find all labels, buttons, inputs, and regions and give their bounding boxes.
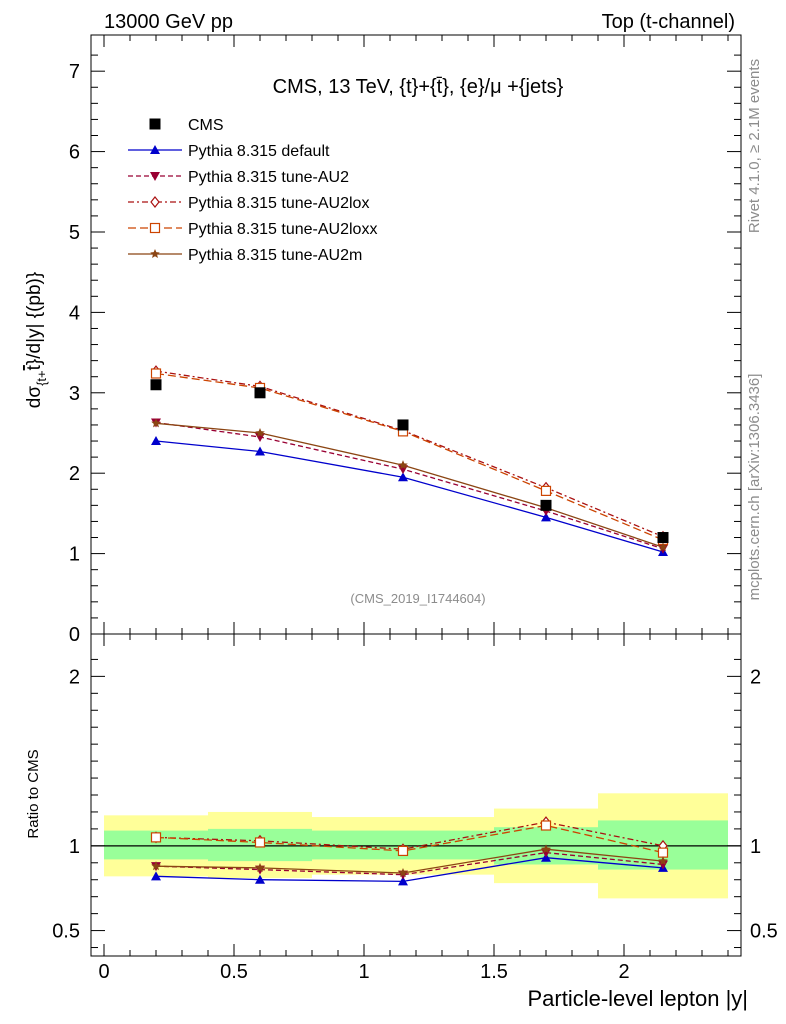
y-tick-label: 7: [69, 61, 80, 83]
chart-title: CMS, 13 TeV, {t}+{t̄}, {e}/μ +{jets}: [273, 76, 564, 98]
data-point: [397, 419, 409, 431]
legend-label-0: Pythia 8.315 default: [188, 143, 330, 160]
legend-label-data: CMS: [188, 117, 224, 134]
legend-label-1: Pythia 8.315 tune-AU2: [188, 169, 349, 186]
mcplots-label: mcplots.cern.ch [arXiv:1306.3436]: [746, 374, 763, 601]
data-point: [150, 379, 162, 391]
ratio-point-4: [255, 862, 265, 872]
ratio-point-3: [540, 820, 552, 831]
y-tick-label: 6: [69, 142, 80, 164]
series-point-3: [540, 485, 552, 496]
data-point: [254, 387, 266, 399]
legend-marker-4: [150, 249, 160, 259]
legend-marker-2: [150, 196, 160, 208]
series-line-0: [155, 440, 664, 553]
legend: CMS Pythia 8.315 default Pythia 8.315 tune…: [128, 117, 377, 264]
legend-label-4: Pythia 8.315 tune-AU2m: [188, 247, 362, 264]
ratio-point-0: [255, 874, 265, 884]
y-tick-label: 0: [69, 624, 80, 646]
series-point-4: [398, 460, 408, 470]
series-line-4: [155, 422, 664, 548]
ratio-point-3: [254, 837, 266, 848]
legend-marker-data: [149, 118, 161, 130]
ratio-point-4: [151, 861, 161, 871]
ratio-point-4: [658, 856, 668, 866]
series-point-0: [151, 436, 161, 446]
y-tick-label: 4: [69, 302, 80, 324]
series-point-0: [398, 472, 408, 482]
legend-marker-1: [150, 172, 160, 181]
series-point-0: [541, 512, 551, 522]
legend-marker-0: [150, 145, 160, 154]
ratio-point-1: [658, 860, 668, 870]
ratio-point-3: [657, 847, 669, 858]
y-tick-label: 5: [69, 222, 80, 244]
legend-label-3: Pythia 8.315 tune-AU2loxx: [188, 221, 377, 238]
ratio-point-1: [541, 848, 551, 858]
legend-label-2: Pythia 8.315 tune-AU2lox: [188, 195, 369, 212]
series-point-4: [255, 427, 265, 438]
x-tick-label: 1: [358, 961, 369, 983]
series-point-4: [151, 418, 161, 428]
ratio-y-tick-label: 0.5: [52, 921, 80, 943]
ratio-point-4: [398, 867, 408, 877]
ratio-axis-label: Ratio to CMS: [25, 749, 42, 838]
series-line-2: [155, 370, 664, 538]
legend-marker-3: [149, 222, 161, 234]
header-left: 13000 GeV pp: [104, 11, 233, 33]
series-point-4: [658, 542, 668, 552]
ratio-y-tick-label-right: 0.5: [750, 921, 778, 943]
ratio-y-tick-label: 1: [69, 836, 80, 858]
data-point: [657, 532, 669, 544]
series-point-0: [255, 446, 265, 456]
x-tick-label: 2: [618, 961, 629, 983]
ratio-point-0: [398, 876, 408, 886]
ratio-series: [150, 816, 669, 886]
ratio-point-4: [541, 844, 551, 854]
y-axis-label-tbar: t: [24, 364, 45, 370]
x-axis-label: Particle-level lepton |y|: [527, 986, 748, 1011]
y-axis-label-rest: }/d|y| {(pb)}: [24, 272, 45, 365]
ratio-point-0: [151, 871, 161, 881]
y-tick-label: 1: [69, 544, 80, 566]
series-point-3: [150, 368, 162, 379]
rivet-label: Rivet 4.1.0, ≥ 2.1M events: [746, 59, 763, 233]
ratio-point-3: [397, 845, 409, 857]
main-series: [150, 365, 669, 556]
y-axis-label-sub: {t+: [34, 370, 49, 386]
x-tick-label: 1.5: [480, 961, 508, 983]
series-line-3: [155, 372, 664, 541]
ratio-y-tick-label-right: 2: [750, 666, 761, 688]
header-right: Top (t-channel): [602, 11, 735, 33]
x-tick-label: 0: [98, 961, 109, 983]
axes: 0 0.5 1 1.5 2 0 1 2 3 4 5 6 7 0.5 0.5 1 1 2 2: [52, 34, 778, 983]
x-tick-label: 0.5: [220, 961, 248, 983]
y-axis-label-sigma: dσ: [24, 386, 45, 409]
ratio-point-3: [150, 832, 162, 843]
y-axis-label: dσ{t+t}/d|y| {(pb)}: [24, 272, 49, 408]
y-tick-label: 2: [69, 463, 80, 485]
analysis-id: (CMS_2019_I1744604): [350, 591, 485, 606]
ratio-y-tick-label-right: 1: [750, 836, 761, 858]
ratio-y-tick-label: 2: [69, 666, 80, 688]
y-tick-label: 3: [69, 383, 80, 405]
data-point: [540, 499, 552, 511]
